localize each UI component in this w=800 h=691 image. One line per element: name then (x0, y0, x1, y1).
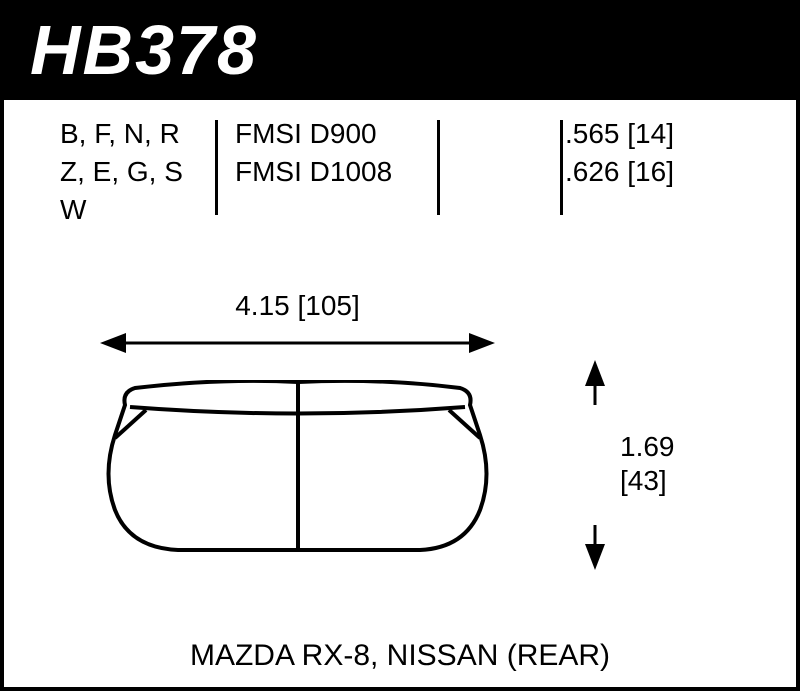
height-in: 1.69 (620, 430, 675, 464)
width-arrow-icon (100, 328, 495, 358)
spec-row: B, F, N, R Z, E, G, S W FMSI D900 FMSI D… (0, 115, 800, 228)
thickness-column: .565 [14] .626 [16] (435, 115, 800, 228)
compounds-line: Z, E, G, S (60, 153, 215, 191)
height-arrow-icon (580, 360, 610, 570)
compounds-line: B, F, N, R (60, 115, 215, 153)
thickness-line: .626 [16] (565, 153, 800, 191)
compounds-column: B, F, N, R Z, E, G, S W (0, 115, 215, 228)
thickness-line: .565 [14] (565, 115, 800, 153)
header-bar: HB378 (0, 0, 800, 100)
part-number-title: HB378 (30, 10, 258, 90)
diagram-area: 4.15 [105] 1.69 [43] (0, 260, 800, 620)
height-mm: [43] (620, 464, 675, 498)
brake-pad-outline-icon (100, 380, 500, 560)
height-dimension: 1.69 [43] (560, 360, 760, 580)
fmsi-column: FMSI D900 FMSI D1008 (215, 115, 435, 228)
width-dimension: 4.15 [105] (100, 290, 495, 360)
application-label: MAZDA RX-8, NISSAN (REAR) (0, 639, 800, 673)
compounds-line: W (60, 191, 215, 229)
height-dimension-label: 1.69 [43] (620, 430, 675, 497)
width-dimension-label: 4.15 [105] (100, 290, 495, 322)
fmsi-line: FMSI D900 (235, 115, 435, 153)
fmsi-line: FMSI D1008 (235, 153, 435, 191)
